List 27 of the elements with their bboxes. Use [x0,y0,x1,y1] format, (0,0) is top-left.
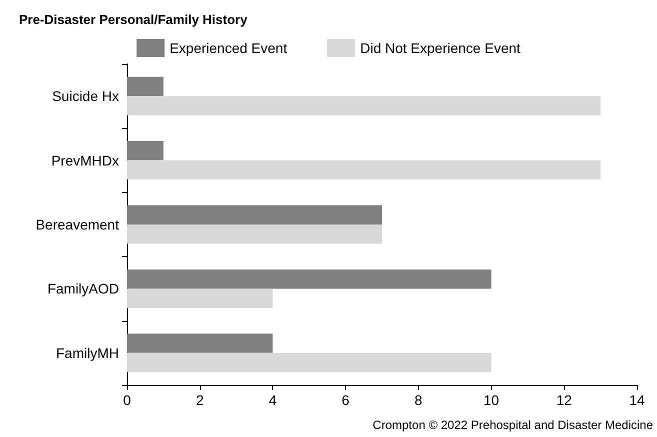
x-tick-label: 4 [268,392,277,408]
x-tick-label: 10 [483,392,500,408]
x-tick-label: 12 [556,392,572,408]
x-tick-label: 8 [414,392,423,408]
bar [127,288,273,308]
bar [127,96,601,116]
bar [127,224,382,244]
y-tick-label: FamilyMH [56,344,119,361]
y-tick-label: Bereavement [36,216,120,232]
bar [127,205,382,224]
x-tick-label: 14 [629,392,645,408]
legend-label: Did Not Experience Event [360,40,521,56]
bar [127,269,492,289]
bar [127,352,492,372]
bar [127,76,164,96]
x-tick-label: 2 [196,392,204,408]
text: Crompton © 2022 Prehospital and Disaster Medicine [372,418,654,432]
x-tick-label: 0 [123,392,132,408]
bar [127,141,164,160]
chart-title: Pre-Disaster Personal/Family History [19,12,248,27]
y-tick-label: Suicide Hx [52,88,119,104]
legend-label: Experienced Event [170,40,288,56]
bar [127,334,273,353]
y-tick-label: FamilyAOD [47,280,119,297]
bar [127,160,601,180]
x-tick-label: 6 [342,392,350,408]
y-tick-label: PrevMHDx [51,152,119,168]
